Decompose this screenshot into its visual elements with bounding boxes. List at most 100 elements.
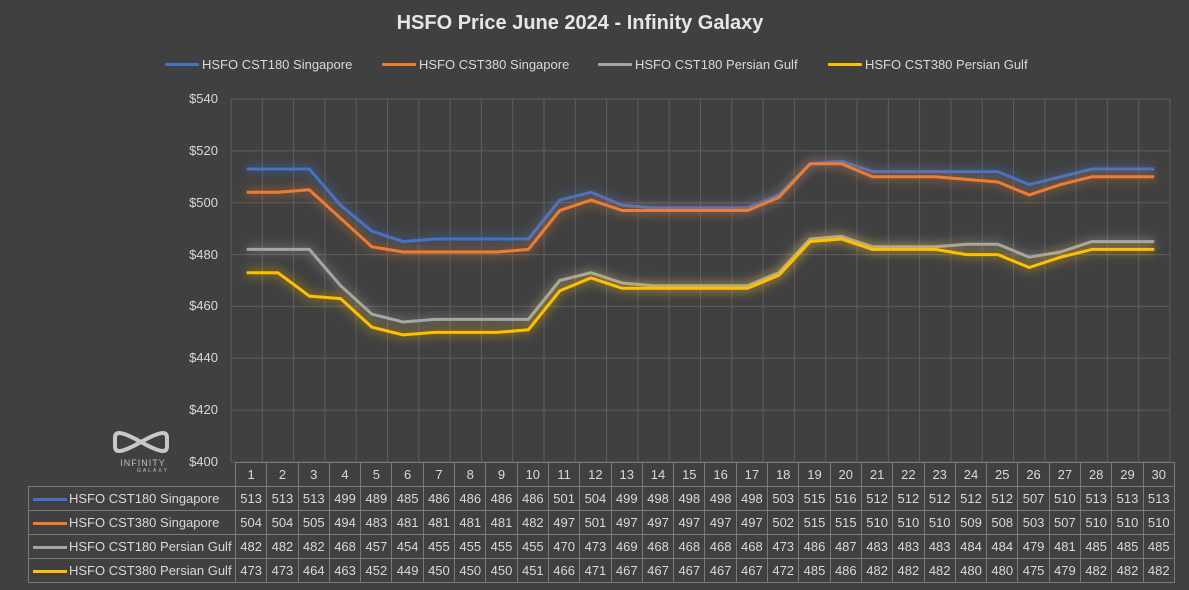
legend-label: HSFO CST180 Singapore: [202, 57, 353, 72]
table-cell: 468: [735, 534, 769, 559]
table-header-cell: 14: [641, 462, 675, 487]
table-cell: 512: [923, 486, 956, 511]
table-cell: 515: [798, 510, 831, 535]
legend-label: HSFO CST180 Persian Gulf: [635, 57, 798, 72]
table-cell: 450: [454, 558, 487, 583]
legend-label: HSFO CST380 Singapore: [419, 57, 570, 72]
table-cell: 485: [798, 558, 831, 583]
table-header-cell: 5: [360, 462, 393, 487]
table-cell: 482: [234, 534, 268, 559]
table-cell: 485: [391, 486, 424, 511]
table-cell: 512: [954, 486, 988, 511]
table-cell: 483: [923, 534, 956, 559]
table-cell: 472: [767, 558, 800, 583]
table-cell: 486: [516, 486, 549, 511]
table-cell: 489: [360, 486, 393, 511]
data-table: 1 2 3 4 5 6 7 8 9 10 11 12 13 14 15 16 17 18 19 20 21 22 23 24 2…: [28, 462, 1175, 583]
table-cell: 501: [547, 486, 581, 511]
table-cell: 497: [704, 510, 737, 535]
y-tick-label: $500: [189, 194, 218, 210]
table-cell: 454: [391, 534, 424, 559]
legend-key-icon: [33, 546, 67, 550]
table-header-cell: 25: [986, 462, 1019, 487]
y-tick-label: $480: [189, 246, 218, 262]
table-cell: 508: [986, 510, 1019, 535]
y-tick-label: $440: [189, 350, 218, 366]
table-cell: 505: [297, 510, 330, 535]
table-cell: 485: [1111, 534, 1144, 559]
table-row: HSFO CST380 Singapore 504 504 505 494 483 481 4…: [28, 510, 1175, 535]
table-cell: 510: [860, 510, 894, 535]
table-cell: 513: [266, 486, 299, 511]
chart-legend: HSFO CST180 Singapore HSFO CST380 Singap…: [0, 57, 1189, 75]
table-cell: 507: [1017, 486, 1050, 511]
table-cell: 468: [641, 534, 675, 559]
table-cell: 482: [892, 558, 925, 583]
table-cell: 482: [1080, 558, 1113, 583]
table-header-cell: 13: [610, 462, 643, 487]
table-cell: 498: [735, 486, 769, 511]
table-cell: 487: [829, 534, 862, 559]
series-line: [246, 237, 1155, 337]
infinity-logo-icon: [113, 430, 169, 454]
table-cell: 482: [516, 510, 549, 535]
table-cell: 513: [1080, 486, 1113, 511]
table-cell: 479: [1017, 534, 1050, 559]
table-header-cell: 24: [954, 462, 988, 487]
table-cell: 480: [986, 558, 1019, 583]
table-cell: 467: [673, 558, 706, 583]
table-header-cell: 20: [829, 462, 862, 487]
table-cell: 498: [704, 486, 737, 511]
table-cell: 486: [485, 486, 518, 511]
table-cell: 480: [954, 558, 988, 583]
table-cell: 466: [547, 558, 581, 583]
table-header-cell: 29: [1111, 462, 1144, 487]
table-cell: 467: [641, 558, 675, 583]
table-cell: 481: [454, 510, 487, 535]
table-cell: 499: [328, 486, 362, 511]
table-cell: 510: [1048, 486, 1082, 511]
table-header-cell: 28: [1080, 462, 1113, 487]
legend-swatch-icon: [165, 63, 199, 66]
table-cell: 504: [266, 510, 299, 535]
table-cell: 464: [297, 558, 330, 583]
table-header-cell: 26: [1017, 462, 1050, 487]
table-cell: 503: [1017, 510, 1050, 535]
table-cell: 463: [328, 558, 362, 583]
table-cell: 497: [610, 510, 643, 535]
table-cell: 513: [234, 486, 268, 511]
table-header-cell: 12: [579, 462, 612, 487]
legend-key-icon: [33, 522, 67, 526]
table-cell: 475: [1017, 558, 1050, 583]
table-header-row: 1 2 3 4 5 6 7 8 9 10 11 12 13 14 15 16 17 18 19 20 21 22 23 24 2…: [28, 462, 1175, 487]
table-header-cell: 2: [266, 462, 299, 487]
table-cell: 449: [391, 558, 424, 583]
table-cell: 513: [1111, 486, 1144, 511]
series-lines: [246, 157, 1155, 339]
table-row-label: HSFO CST180 Singapore: [28, 486, 236, 511]
table-header-cell: 16: [704, 462, 737, 487]
table-cell: 486: [829, 558, 862, 583]
table-cell: 451: [516, 558, 549, 583]
table-cell: 510: [1080, 510, 1113, 535]
table-cell: 512: [860, 486, 894, 511]
table-cell: 481: [485, 510, 518, 535]
table-corner: [28, 462, 236, 487]
table-cell: 482: [860, 558, 894, 583]
legend-swatch-icon: [828, 63, 862, 66]
y-tick-label: $420: [189, 402, 218, 418]
table-cell: 470: [547, 534, 581, 559]
table-cell: 450: [422, 558, 456, 583]
table-header-cell: 22: [892, 462, 925, 487]
table-cell: 469: [610, 534, 643, 559]
table-header-cell: 21: [860, 462, 894, 487]
table-cell: 482: [1111, 558, 1144, 583]
table-header-cell: 19: [798, 462, 831, 487]
table-cell: 510: [923, 510, 956, 535]
table-cell: 455: [485, 534, 518, 559]
table-cell: 482: [923, 558, 956, 583]
table-cell: 498: [673, 486, 706, 511]
table-cell: 455: [516, 534, 549, 559]
table-row-label: HSFO CST380 Singapore: [28, 510, 236, 535]
table-cell: 503: [767, 486, 800, 511]
